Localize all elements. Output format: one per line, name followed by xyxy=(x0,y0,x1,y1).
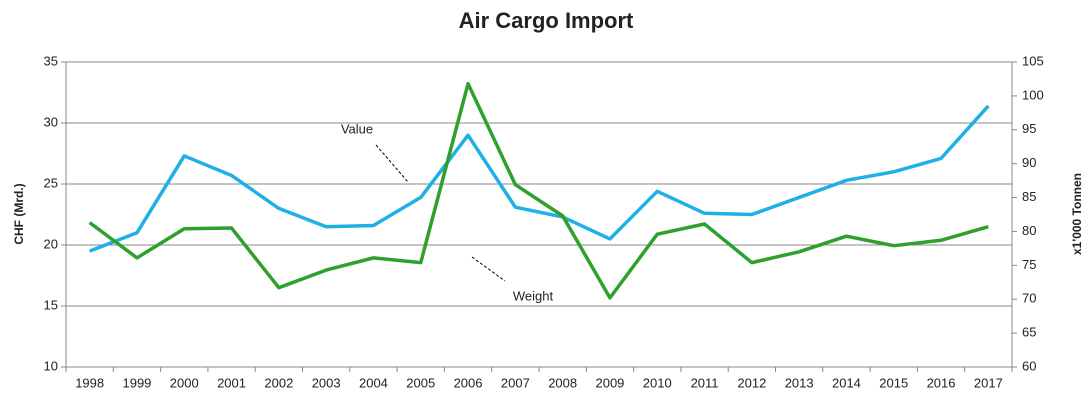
y-tick-label: 20 xyxy=(44,236,58,251)
annotation-line xyxy=(375,144,409,183)
y-tick-label: 25 xyxy=(44,175,58,190)
y-axis-label: CHF (Mrd.) xyxy=(12,183,26,244)
y2-tick-label: 65 xyxy=(1022,325,1036,340)
x-tick-label: 2016 xyxy=(927,375,956,390)
x-tick-label: 2004 xyxy=(359,375,388,390)
x-tick-label: 2007 xyxy=(501,375,530,390)
series-line xyxy=(88,81,989,300)
y-tick-label: 10 xyxy=(44,358,58,373)
x-tick-label: 2000 xyxy=(170,375,199,390)
x-tick-label: 2012 xyxy=(737,375,766,390)
x-tick-label: 2013 xyxy=(785,375,814,390)
y-tick-label: 15 xyxy=(44,297,58,312)
y2-tick-label: 100 xyxy=(1022,87,1044,102)
x-tick-label: 2010 xyxy=(643,375,672,390)
x-tick-label: 2002 xyxy=(264,375,293,390)
y2-tick-label: 105 xyxy=(1022,53,1044,68)
x-tick-label: 2008 xyxy=(548,375,577,390)
x-tick-label: 1999 xyxy=(122,375,151,390)
x-tick-label: 2006 xyxy=(454,375,483,390)
annotation: Weight xyxy=(513,288,554,303)
series-line xyxy=(89,104,990,253)
y2-tick-label: 80 xyxy=(1022,223,1036,238)
chart-title: Air Cargo Import xyxy=(459,8,634,33)
y-tick-label: 30 xyxy=(44,114,58,129)
y2-tick-label: 95 xyxy=(1022,121,1036,136)
annotation-line xyxy=(471,256,506,282)
y2-axis-label: x1'000 Tonnen xyxy=(1070,173,1084,255)
y2-tick-label: 75 xyxy=(1022,257,1036,272)
x-tick-label: 2005 xyxy=(406,375,435,390)
x-tick-label: 2009 xyxy=(595,375,624,390)
x-tick-label: 2014 xyxy=(832,375,861,390)
x-tick-label: 1998 xyxy=(75,375,104,390)
y2-tick-label: 85 xyxy=(1022,189,1036,204)
y2-tick-label: 60 xyxy=(1022,358,1036,373)
y2-tick-label: 90 xyxy=(1022,155,1036,170)
y2-tick-label: 70 xyxy=(1022,291,1036,306)
y-tick-label: 35 xyxy=(44,53,58,68)
x-tick-label: 2017 xyxy=(974,375,1003,390)
x-tick-label: 2015 xyxy=(879,375,908,390)
x-tick-label: 2001 xyxy=(217,375,246,390)
annotation: Value xyxy=(341,121,373,136)
x-tick-label: 2003 xyxy=(312,375,341,390)
x-tick-label: 2011 xyxy=(691,375,719,390)
